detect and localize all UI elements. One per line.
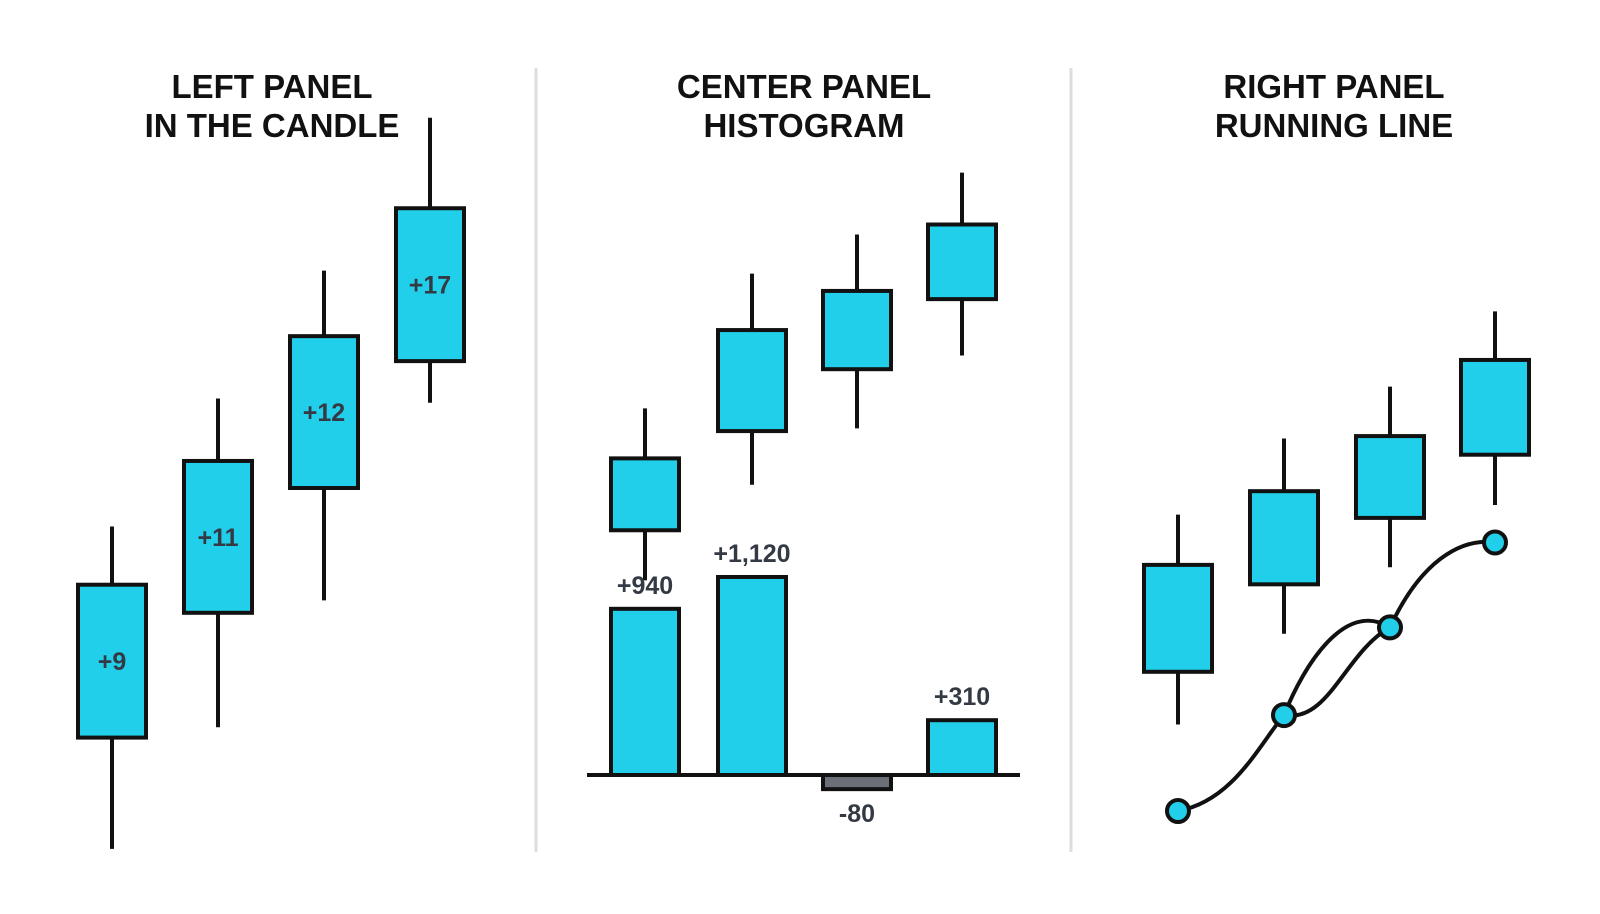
histogram-value-label-0: +940 — [617, 572, 673, 600]
center-candle-body-3 — [926, 222, 998, 302]
right-candle-body-2 — [1354, 434, 1426, 520]
left-candle-label-1: +11 — [197, 524, 238, 552]
panel-title-line1-0: LEFT PANEL — [171, 68, 372, 105]
left-candle-label-0: +9 — [98, 648, 127, 676]
left-candle-label-3: +17 — [409, 272, 451, 300]
left-candle-body-2 — [288, 334, 360, 490]
left-candle-body-3 — [394, 206, 466, 364]
right-candle-body-3 — [1459, 357, 1531, 457]
right-panel-candles — [1142, 311, 1531, 725]
histogram-value-label-3: +310 — [934, 683, 990, 711]
running-line-point-0 — [1165, 798, 1191, 824]
panel-title-line1-2: RIGHT PANEL — [1223, 68, 1444, 105]
histogram-bar-1 — [716, 574, 788, 778]
center-candle-body-1 — [716, 328, 788, 434]
left-candle-body-0 — [76, 582, 148, 740]
running-line-series-0 — [1177, 539, 1496, 813]
histogram-bar-3 — [926, 718, 998, 778]
histogram-bar-2 — [821, 773, 893, 792]
running-line-point-3 — [1482, 529, 1508, 556]
panel-title-line1-1: CENTER PANEL — [677, 68, 931, 105]
histogram-value-label-1: +1,120 — [713, 540, 790, 568]
left-candle-body-1 — [182, 458, 254, 615]
running-line-series-1 — [1283, 625, 1391, 718]
running-line-point-2 — [1377, 614, 1403, 641]
panel-title-line2-2: RUNNING LINE — [1215, 107, 1453, 144]
center-candle-body-0 — [609, 456, 681, 533]
right-candle-body-1 — [1248, 489, 1320, 587]
center-panel-histogram: +940 +1,120 -80 +310 — [587, 540, 1020, 828]
panel-title-line2-0: IN THE CANDLE — [145, 107, 400, 144]
left-panel-candles: +9 +11 +12 +17 — [76, 117, 466, 849]
panel-dividers — [534, 68, 1073, 852]
right-candle-body-0 — [1142, 562, 1214, 674]
center-panel-candles — [609, 172, 998, 581]
running-line-point-1 — [1271, 702, 1297, 729]
panel-title-line2-1: HISTOGRAM — [703, 107, 904, 144]
histogram-value-label-2: -80 — [839, 800, 875, 828]
histogram-bar-0 — [609, 606, 681, 777]
center-candle-body-2 — [821, 288, 893, 372]
right-panel-running-line — [1165, 529, 1508, 824]
left-candle-label-2: +12 — [303, 399, 345, 427]
